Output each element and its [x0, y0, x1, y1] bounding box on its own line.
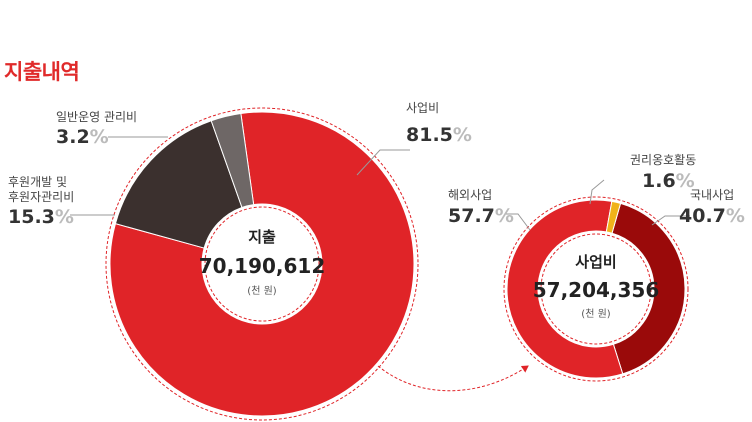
- slice-value: 3.2%: [56, 126, 109, 148]
- connector-arrow: [377, 365, 529, 392]
- center-unit: (천 원): [581, 308, 610, 320]
- inner-dashed-ring: [540, 233, 652, 345]
- center-total: 57,204,356: [533, 278, 660, 302]
- slice-name: 사업비: [406, 101, 439, 115]
- leader-line: [589, 179, 605, 205]
- slice-name: 국내사업: [690, 188, 734, 202]
- center-unit: (천 원): [247, 285, 276, 297]
- inner-dashed-ring: [204, 206, 320, 322]
- slice-name: 일반운영 관리비: [56, 110, 137, 124]
- leader-line: [356, 149, 410, 176]
- slice-name: 권리옹호활동: [630, 153, 696, 167]
- donut-hole: [538, 231, 654, 347]
- donut-hole: [202, 204, 322, 324]
- slice-label-2: 해외사업 57.7%: [448, 188, 531, 231]
- business-donut: 사업비 57,204,356 (천 원) 국내사업 40.7% 해외사업 57.7% 권리옹호…: [448, 153, 745, 382]
- center-total: 70,190,612: [199, 254, 326, 278]
- slice-name: 해외사업: [448, 188, 492, 202]
- slice-label-1: 국내사업 40.7%: [651, 188, 745, 227]
- slice-value: 40.7%: [679, 205, 745, 227]
- slice-label-3: 일반운영 관리비 3.2%: [56, 110, 168, 148]
- leader-line: [506, 213, 531, 231]
- outer-dashed-ring: [503, 196, 689, 382]
- slice-name: 후원개발 및: [8, 175, 67, 189]
- chart-annotations: [377, 365, 529, 392]
- slice-name-cont: 후원자관리비: [8, 190, 74, 204]
- slice-value: 15.3%: [8, 206, 74, 228]
- slice-label-1: 사업비 81.5%: [356, 101, 472, 176]
- slice-value: 57.7%: [448, 205, 514, 227]
- center-label: 사업비: [575, 253, 616, 271]
- outer-dashed-ring: [105, 107, 419, 421]
- page-title: 지출내역: [4, 60, 80, 84]
- slice-value: 1.6%: [642, 170, 695, 192]
- leader-line: [651, 215, 690, 226]
- slice-value: 81.5%: [406, 124, 472, 146]
- slice-label-3: 권리옹호활동 1.6%: [589, 153, 696, 205]
- center-label: 지출: [248, 228, 276, 246]
